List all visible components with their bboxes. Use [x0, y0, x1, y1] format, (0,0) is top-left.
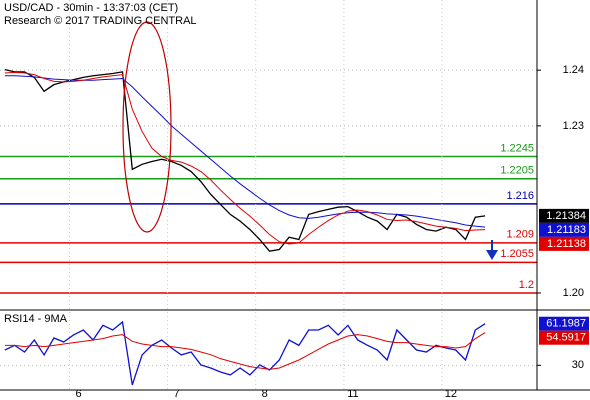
x-tick-label: 6: [75, 388, 81, 400]
level-label: 1.2055: [500, 248, 534, 260]
y-tick-label: 1.24: [563, 64, 584, 76]
level-label: 1.216: [506, 190, 534, 202]
level-label: 1.2: [519, 279, 534, 291]
chart-title: USD/CAD - 30min - 13:37:03 (CET): [4, 2, 178, 14]
price-badge: [539, 236, 589, 251]
x-tick-label: 11: [347, 388, 358, 400]
y-tick-label: 1.23: [563, 120, 584, 132]
price-badge: [539, 208, 589, 223]
price-badge: [539, 222, 589, 237]
badge-label: 61.1987: [546, 318, 586, 330]
badge-label: 54.5917: [546, 332, 586, 344]
series-line: [4, 68, 486, 252]
plot-layer: [0, 0, 537, 390]
level-label: 1.2205: [500, 165, 534, 177]
x-tick-label: 12: [445, 388, 457, 400]
x-tick-label: 8: [262, 388, 268, 400]
price-badge: [539, 330, 589, 345]
y-tick-label: 30: [572, 359, 584, 371]
price-badge: [539, 316, 589, 331]
level-label: 1.2245: [500, 142, 534, 154]
annotation-ellipse: [122, 21, 172, 233]
chart-subtitle: Research © 2017 TRADING CENTRAL: [4, 15, 197, 27]
badge-label: 1.21183: [547, 224, 586, 236]
badge-label: 1.21138: [547, 238, 586, 250]
series-line: [4, 320, 486, 386]
series-line: [4, 332, 486, 370]
x-tick-label: 7: [173, 388, 179, 400]
panel-title: RSI14 - 9MA: [4, 313, 68, 325]
arrow-head: [486, 250, 498, 260]
level-label: 1.209: [506, 229, 534, 241]
badge-label: 1.21384: [546, 210, 586, 222]
y-tick-label: 1.20: [563, 287, 584, 299]
series-line: [4, 71, 486, 245]
